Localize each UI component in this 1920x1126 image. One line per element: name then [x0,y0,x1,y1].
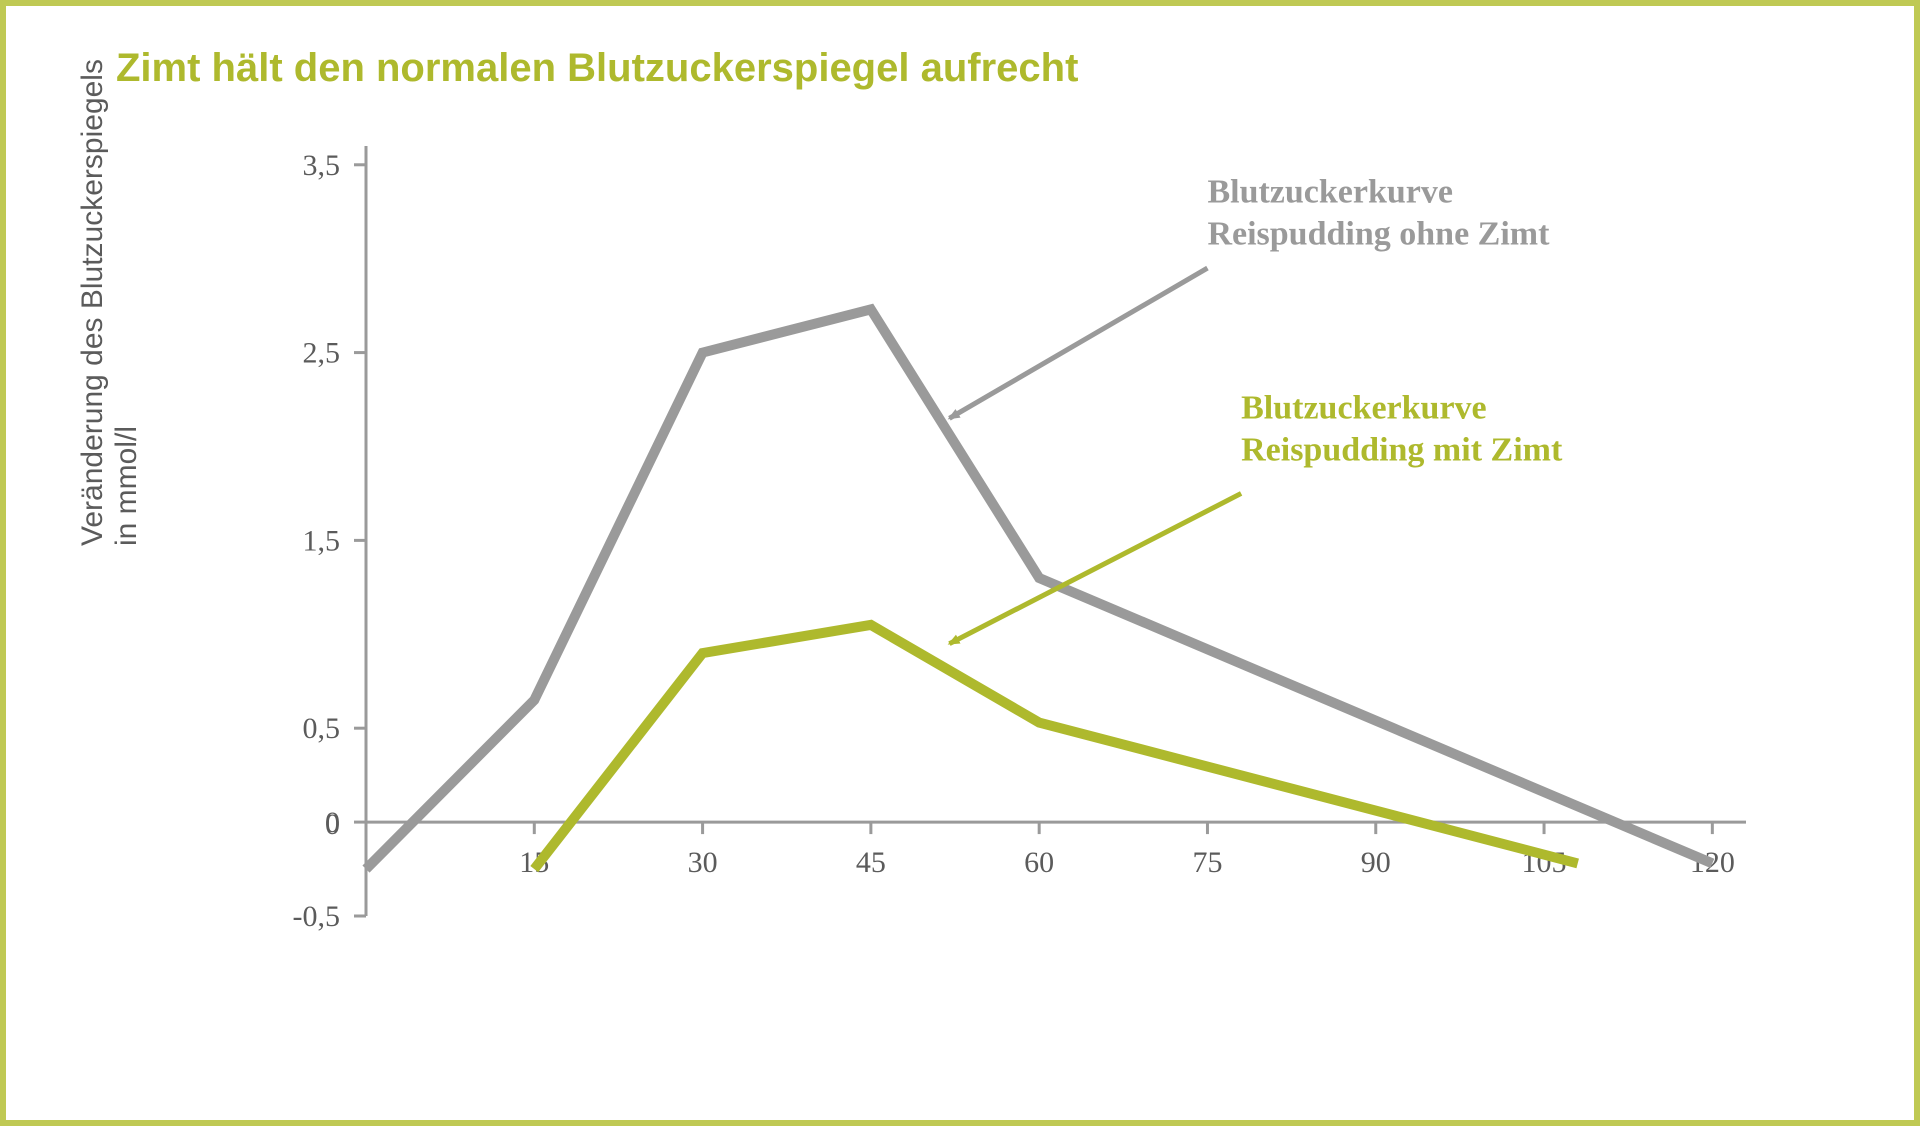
svg-text:2,5: 2,5 [303,337,341,370]
svg-text:1,5: 1,5 [303,524,341,557]
line-chart-svg: -0,500,51,52,53,50153045607590105120Blut… [276,126,1776,1026]
svg-text:30: 30 [688,846,718,879]
svg-text:BlutzuckerkurveReispudding mit: BlutzuckerkurveReispudding mit Zimt [1241,389,1563,468]
svg-text:0,5: 0,5 [303,712,341,745]
svg-text:75: 75 [1192,846,1222,879]
svg-text:0: 0 [325,808,340,841]
svg-text:45: 45 [856,846,886,879]
svg-text:BlutzuckerkurveReispudding ohn: BlutzuckerkurveReispudding ohne Zimt [1207,173,1550,252]
svg-text:90: 90 [1361,846,1391,879]
chart-frame: Zimt hält den normalen Blutzuckerspiegel… [0,0,1920,1126]
svg-text:3,5: 3,5 [303,149,341,182]
svg-text:60: 60 [1024,846,1054,879]
svg-text:-0,5: -0,5 [293,900,341,933]
chart-area: Veränderung des Blutzuckerspiegels in mm… [116,126,1816,1086]
plot-area: -0,500,51,52,53,50153045607590105120Blut… [276,126,1776,1026]
y-axis-label: Veränderung des Blutzuckerspiegels in mm… [76,0,144,546]
chart-title: Zimt hält den normalen Blutzuckerspiegel… [116,46,1078,91]
